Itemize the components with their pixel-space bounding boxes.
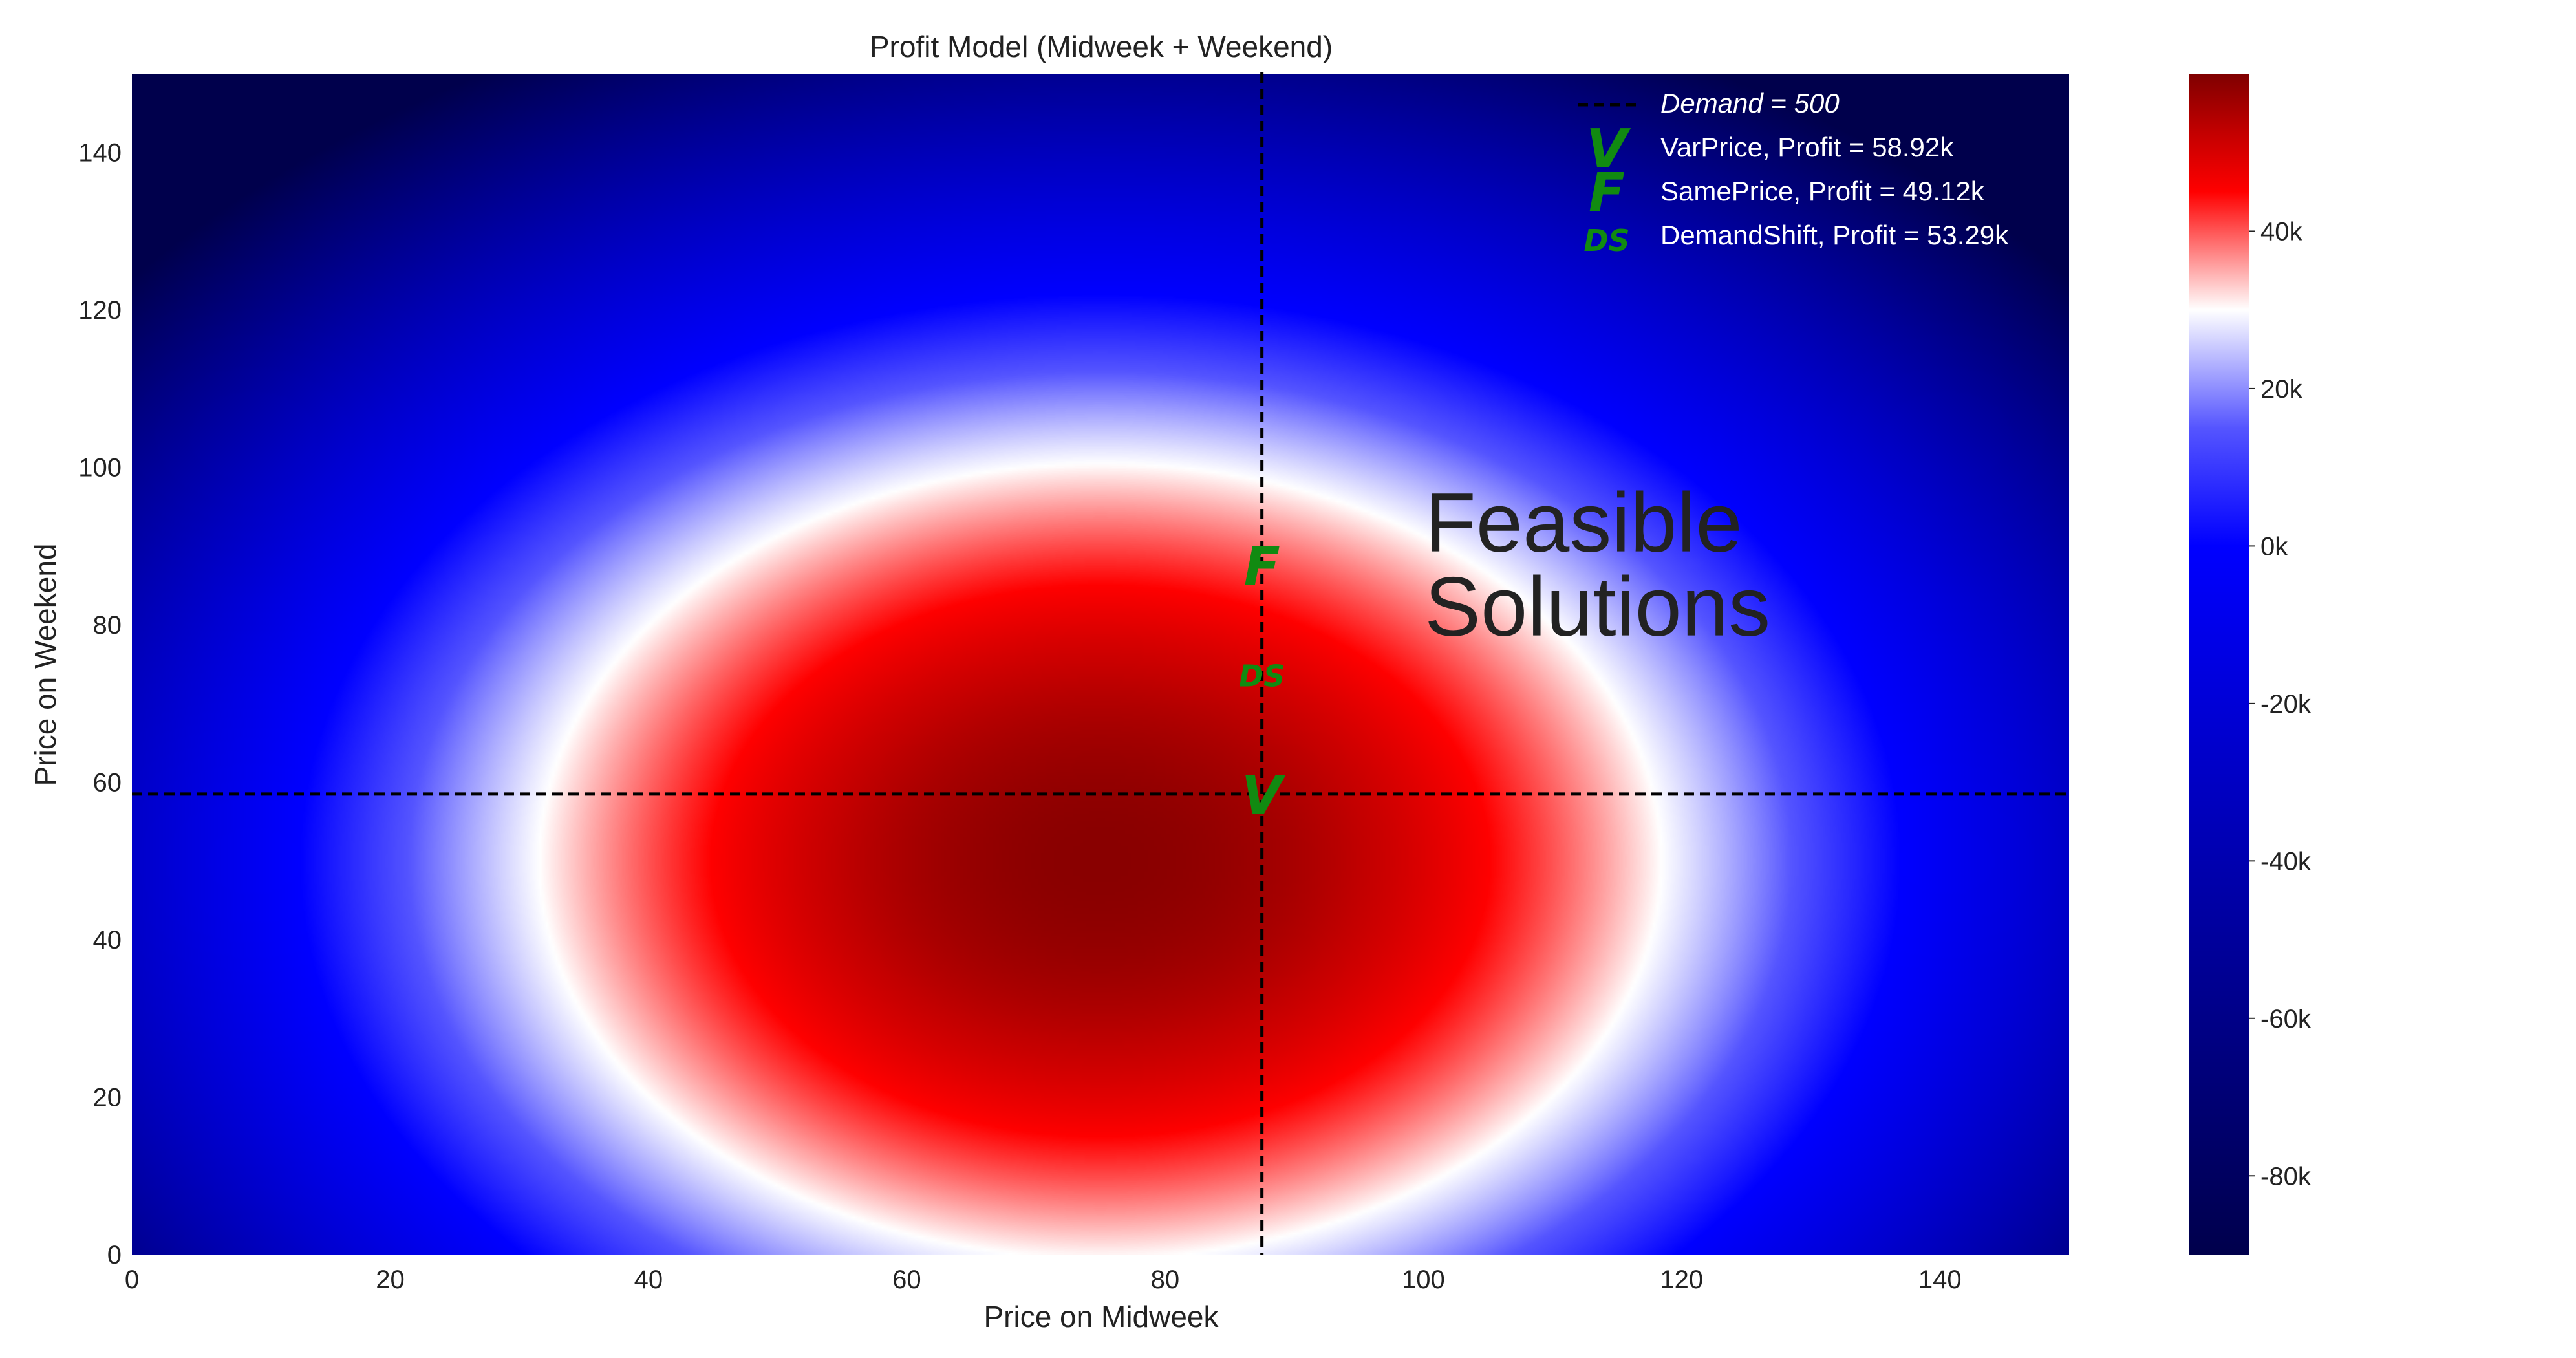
colorbar-tick-label: -60k xyxy=(2260,1005,2312,1033)
feasible-solutions-annotation: Feasible Solutions xyxy=(1424,475,1770,654)
x-tick-label: 40 xyxy=(634,1266,663,1294)
y-tick-label: 140 xyxy=(78,139,122,167)
x-tick-label: 140 xyxy=(1918,1266,1962,1294)
x-tick-label: 100 xyxy=(1402,1266,1445,1294)
x-tick-label: 60 xyxy=(892,1266,921,1294)
legend-marker-v: V xyxy=(1586,118,1631,180)
y-tick-label: 100 xyxy=(78,454,122,482)
legend-label: DemandShift, Profit = 53.29k xyxy=(1660,220,2009,250)
colorbar-tick-label: -80k xyxy=(2260,1162,2312,1191)
colorbar-ticks: 40k 20k 0k -20k -40k -60k -80k xyxy=(2249,217,2312,1191)
y-axis-ticks: 0 20 40 60 80 100 120 140 xyxy=(78,139,122,1269)
x-axis-ticks: 0 20 40 60 80 100 120 140 xyxy=(125,1266,1962,1294)
y-tick-label: 0 xyxy=(107,1241,122,1269)
x-axis-label: Price on Midweek xyxy=(983,1300,1219,1333)
x-tick-label: 20 xyxy=(376,1266,405,1294)
legend-marker-ds: DS xyxy=(1583,223,1629,258)
reference-lines xyxy=(132,72,2072,1255)
legend-label: Demand = 500 xyxy=(1660,88,1840,118)
colorbar: 40k 20k 0k -20k -40k -60k -80k xyxy=(2189,74,2312,1255)
y-tick-label: 120 xyxy=(78,296,122,325)
chart-title: Profit Model (Midweek + Weekend) xyxy=(870,30,1333,63)
colorbar-tick-label: 40k xyxy=(2260,217,2302,246)
point-varprice: V xyxy=(1241,765,1286,826)
colorbar-tick-label: 0k xyxy=(2260,532,2288,561)
colorbar-gradient xyxy=(2189,74,2249,1255)
point-sameprice: F xyxy=(1244,537,1280,598)
colorbar-tick-label: 20k xyxy=(2260,375,2302,404)
y-axis-label: Price on Weekend xyxy=(28,543,62,786)
legend-label: VarPrice, Profit = 58.92k xyxy=(1660,132,1954,162)
heatmap-surface xyxy=(132,74,2069,1255)
y-tick-label: 40 xyxy=(93,926,122,954)
y-tick-label: 20 xyxy=(93,1084,122,1112)
colorbar-tick-label: -20k xyxy=(2260,690,2312,718)
legend: Demand = 500 V VarPrice, Profit = 58.92k F S… xyxy=(1578,88,2009,258)
annotations: Feasible Solutions xyxy=(1424,475,1770,654)
x-tick-label: 120 xyxy=(1660,1266,1703,1294)
y-tick-label: 60 xyxy=(93,769,122,797)
legend-marker-f: F xyxy=(1589,162,1625,224)
x-tick-label: 0 xyxy=(125,1266,139,1294)
solution-points: V F DS xyxy=(1239,537,1286,826)
legend-label: SamePrice, Profit = 49.12k xyxy=(1660,176,1985,206)
colorbar-tick-label: -40k xyxy=(2260,847,2312,876)
x-tick-label: 80 xyxy=(1151,1266,1180,1294)
y-tick-label: 80 xyxy=(93,611,122,640)
point-demandshift: DS xyxy=(1239,658,1285,693)
